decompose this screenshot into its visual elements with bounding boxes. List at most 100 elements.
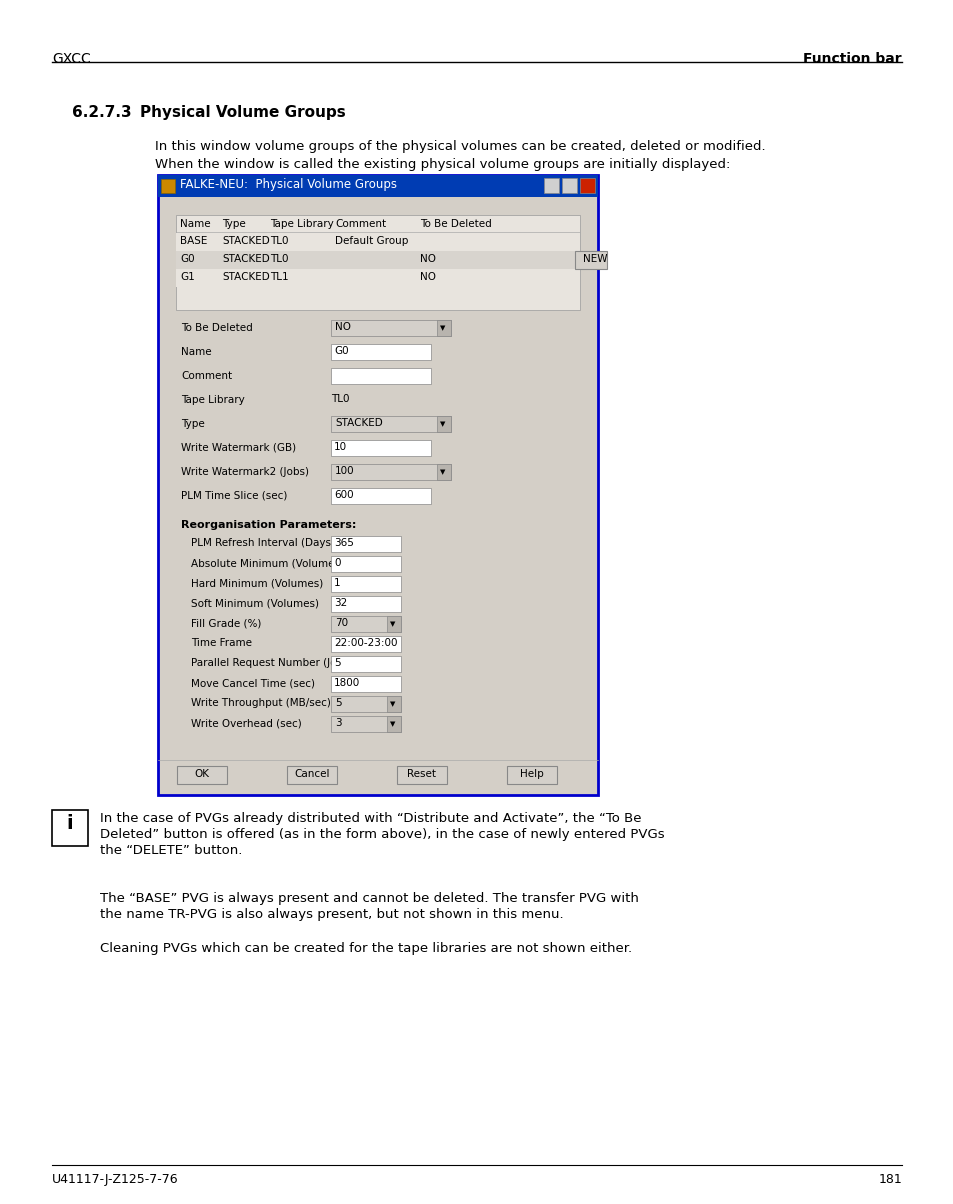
Text: the name TR-PVG is also always present, but not shown in this menu.: the name TR-PVG is also always present, … xyxy=(100,908,563,921)
Text: i: i xyxy=(67,814,73,833)
Text: GXCC: GXCC xyxy=(52,52,91,66)
Text: 5: 5 xyxy=(335,698,341,708)
Text: ▼: ▼ xyxy=(440,421,445,427)
Text: Tape Library: Tape Library xyxy=(181,395,245,405)
Bar xyxy=(331,656,400,672)
Bar xyxy=(396,766,447,784)
Text: Name: Name xyxy=(180,219,211,229)
Text: 32: 32 xyxy=(334,598,347,608)
Text: Write Watermark2 (Jobs): Write Watermark2 (Jobs) xyxy=(181,467,309,477)
Bar xyxy=(175,216,579,309)
Text: 0: 0 xyxy=(334,557,340,568)
Text: In this window volume groups of the physical volumes can be created, deleted or : In this window volume groups of the phys… xyxy=(154,140,765,153)
Bar xyxy=(331,368,431,384)
Text: Cancel: Cancel xyxy=(294,769,330,779)
Bar xyxy=(331,320,451,336)
Text: 100: 100 xyxy=(335,466,355,476)
Bar xyxy=(331,716,400,732)
Text: the “DELETE” button.: the “DELETE” button. xyxy=(100,844,242,857)
Text: Default Group: Default Group xyxy=(335,236,408,246)
Bar xyxy=(331,417,451,432)
Text: When the window is called the existing physical volume groups are initially disp: When the window is called the existing p… xyxy=(154,158,730,171)
Text: 3: 3 xyxy=(335,718,341,728)
Text: Cleaning PVGs which can be created for the tape libraries are not shown either.: Cleaning PVGs which can be created for t… xyxy=(100,942,632,955)
Text: Reset: Reset xyxy=(407,769,436,779)
Bar xyxy=(52,810,88,846)
Bar xyxy=(331,576,400,592)
Text: G0: G0 xyxy=(180,254,194,264)
Bar xyxy=(177,766,227,784)
Text: Reorganisation Parameters:: Reorganisation Parameters: xyxy=(181,520,356,530)
Bar xyxy=(331,675,400,692)
Text: Write Watermark (GB): Write Watermark (GB) xyxy=(181,443,295,453)
Bar xyxy=(331,488,431,504)
Text: Soft Minimum (Volumes): Soft Minimum (Volumes) xyxy=(191,598,318,608)
Bar xyxy=(331,464,451,480)
Text: 181: 181 xyxy=(878,1173,901,1186)
Bar xyxy=(331,636,400,653)
Text: G0: G0 xyxy=(334,346,348,356)
Text: ▼: ▼ xyxy=(440,470,445,476)
Text: ▼: ▼ xyxy=(390,721,395,727)
Text: OK: OK xyxy=(194,769,210,779)
Text: 10: 10 xyxy=(334,442,347,452)
Text: Tape Library: Tape Library xyxy=(270,219,334,229)
Bar xyxy=(158,175,598,197)
Text: The “BASE” PVG is always present and cannot be deleted. The transfer PVG with: The “BASE” PVG is always present and can… xyxy=(100,892,639,905)
Bar xyxy=(575,250,606,268)
Text: PLM Refresh Interval (Days): PLM Refresh Interval (Days) xyxy=(191,538,335,548)
Text: Physical Volume Groups: Physical Volume Groups xyxy=(140,105,345,120)
Text: STACKED: STACKED xyxy=(222,254,270,264)
Bar xyxy=(506,766,557,784)
Bar xyxy=(158,175,598,795)
Bar xyxy=(331,596,400,612)
Text: TL0: TL0 xyxy=(331,394,349,405)
Bar xyxy=(436,320,451,336)
Text: Help: Help xyxy=(519,769,543,779)
Text: Time Frame: Time Frame xyxy=(191,638,252,648)
Text: 6.2.7.3: 6.2.7.3 xyxy=(71,105,132,120)
Bar xyxy=(175,234,579,250)
Text: Comment: Comment xyxy=(181,371,232,380)
Text: NO: NO xyxy=(335,321,351,332)
Text: Comment: Comment xyxy=(335,219,386,229)
Text: TL1: TL1 xyxy=(270,272,289,282)
Text: NEW: NEW xyxy=(582,254,607,264)
Text: ▼: ▼ xyxy=(440,325,445,331)
Text: STACKED: STACKED xyxy=(222,236,270,246)
Bar xyxy=(331,616,400,632)
Text: To Be Deleted: To Be Deleted xyxy=(419,219,491,229)
Text: Parallel Request Number (Jobs): Parallel Request Number (Jobs) xyxy=(191,659,353,668)
Bar xyxy=(331,536,400,551)
Text: NO: NO xyxy=(419,272,436,282)
Text: 600: 600 xyxy=(334,490,354,500)
Bar xyxy=(387,716,400,732)
Text: 22:00-23:00: 22:00-23:00 xyxy=(334,638,397,648)
Bar xyxy=(331,439,431,456)
Text: Function bar: Function bar xyxy=(802,52,901,66)
Text: BASE: BASE xyxy=(180,236,207,246)
Text: 1800: 1800 xyxy=(334,678,360,687)
Text: Name: Name xyxy=(181,347,212,358)
Text: Deleted” button is offered (as in the form above), in the case of newly entered : Deleted” button is offered (as in the fo… xyxy=(100,828,664,842)
Text: STACKED: STACKED xyxy=(222,272,270,282)
Text: U41117-J-Z125-7-76: U41117-J-Z125-7-76 xyxy=(52,1173,178,1186)
Text: Hard Minimum (Volumes): Hard Minimum (Volumes) xyxy=(191,578,323,588)
Text: 5: 5 xyxy=(334,659,340,668)
Text: In the case of PVGs already distributed with “Distribute and Activate”, the “To : In the case of PVGs already distributed … xyxy=(100,811,640,825)
Text: NO: NO xyxy=(419,254,436,264)
Text: Fill Grade (%): Fill Grade (%) xyxy=(191,618,261,628)
Bar xyxy=(175,250,579,268)
Text: PLM Time Slice (sec): PLM Time Slice (sec) xyxy=(181,491,287,501)
Text: FALKE-NEU:  Physical Volume Groups: FALKE-NEU: Physical Volume Groups xyxy=(180,178,396,191)
Bar xyxy=(331,696,400,712)
Bar xyxy=(175,268,579,287)
Text: To Be Deleted: To Be Deleted xyxy=(181,323,253,334)
Text: Type: Type xyxy=(181,419,205,429)
Bar xyxy=(387,616,400,632)
Bar xyxy=(161,179,174,193)
Bar xyxy=(331,344,431,360)
Bar xyxy=(436,417,451,432)
Text: 1: 1 xyxy=(334,578,340,588)
Text: TL0: TL0 xyxy=(270,254,288,264)
